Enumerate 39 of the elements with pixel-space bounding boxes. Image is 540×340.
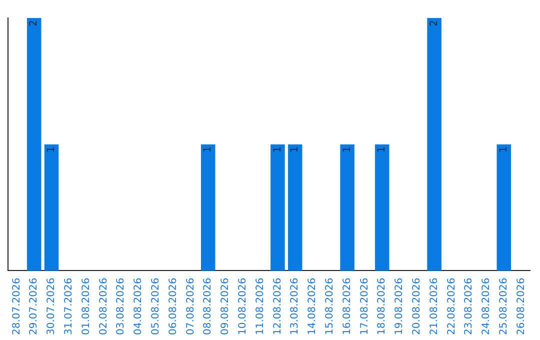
x-tick-label: 12.08.2026 bbox=[272, 278, 284, 336]
x-tick-label: 29.07.2026 bbox=[28, 278, 40, 336]
data-label: 2 bbox=[428, 20, 440, 26]
x-tick-label: 26.08.2026 bbox=[516, 278, 527, 336]
x-tick-label: 28.07.2026 bbox=[11, 278, 22, 336]
x-tick-label: 21.08.2026 bbox=[428, 278, 440, 336]
x-tick-label: 13.08.2026 bbox=[290, 278, 301, 336]
data-label: 1 bbox=[272, 146, 284, 153]
x-tick-label: 20.08.2026 bbox=[411, 278, 422, 336]
x-tick-label: 10.08.2026 bbox=[237, 278, 248, 336]
x-tick-label: 17.08.2026 bbox=[359, 278, 370, 336]
x-tick-label: 09.08.2026 bbox=[220, 278, 232, 336]
x-tick-label: 22.08.2026 bbox=[446, 278, 458, 336]
x-tick-label: 08.08.2026 bbox=[202, 278, 214, 336]
x-tick-label: 04.08.2026 bbox=[133, 278, 144, 336]
x-tick-label: 18.08.2026 bbox=[376, 278, 388, 336]
data-label: 1 bbox=[498, 146, 510, 153]
x-tick-label: 25.08.2026 bbox=[498, 278, 510, 336]
x-tick-label: 07.08.2026 bbox=[185, 278, 196, 336]
x-tick-label: 19.08.2026 bbox=[394, 278, 406, 336]
data-label: 1 bbox=[342, 146, 353, 153]
x-tick-label: 14.08.2026 bbox=[307, 278, 318, 336]
x-tick-label: 30.07.2026 bbox=[46, 278, 58, 336]
x-tick-label: 16.08.2026 bbox=[342, 278, 353, 336]
x-tick-label: 15.08.2026 bbox=[324, 278, 336, 336]
data-label: 1 bbox=[290, 146, 301, 153]
x-tick-label: 06.08.2026 bbox=[168, 278, 179, 336]
data-label: 2 bbox=[28, 20, 40, 26]
x-tick-label: 23.08.2026 bbox=[464, 278, 475, 336]
x-tick-label: 31.07.2026 bbox=[63, 278, 74, 336]
x-tick-label: 03.08.2026 bbox=[116, 278, 127, 336]
data-label: 1 bbox=[46, 146, 58, 153]
x-tick-label: 01.08.2026 bbox=[80, 278, 92, 336]
x-tick-label: 24.08.2026 bbox=[481, 278, 492, 336]
x-tick-label: 05.08.2026 bbox=[150, 278, 162, 336]
data-label: 1 bbox=[376, 146, 388, 153]
x-tick-label: 02.08.2026 bbox=[98, 278, 110, 336]
data-label: 1 bbox=[202, 146, 214, 153]
x-tick-label: 11.08.2026 bbox=[254, 278, 266, 336]
